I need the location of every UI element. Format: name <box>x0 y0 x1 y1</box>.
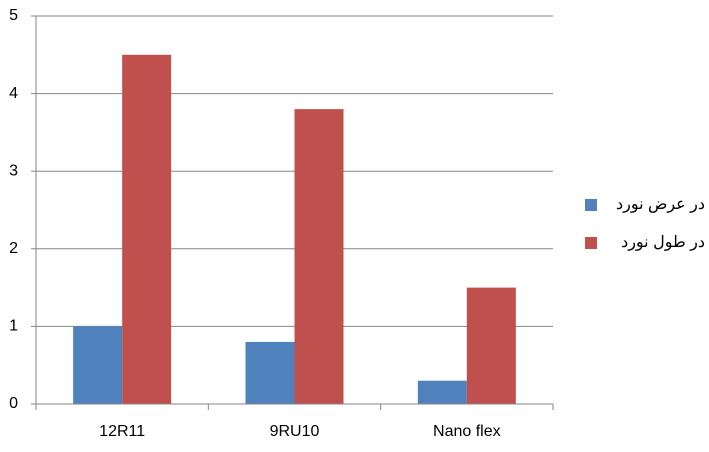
x-tick-label: Nano flex <box>433 423 501 440</box>
legend-marker <box>585 237 597 249</box>
y-tick-label: 2 <box>9 240 18 257</box>
legend-label: در عرض نورد <box>616 196 705 213</box>
y-tick-label: 5 <box>9 7 18 24</box>
x-tick-label: 9RU10 <box>270 423 320 440</box>
bar <box>466 287 516 404</box>
bar <box>294 109 344 405</box>
legend-label: در طول نورد <box>621 234 705 251</box>
bar <box>245 341 295 404</box>
y-tick-label: 0 <box>9 395 18 412</box>
y-tick-label: 4 <box>9 85 18 102</box>
bar <box>73 326 123 404</box>
bar <box>122 54 172 405</box>
y-tick-label: 1 <box>9 318 18 335</box>
y-tick-label: 3 <box>9 162 18 179</box>
legend-marker <box>585 199 597 211</box>
x-tick-label: 12R11 <box>99 423 145 440</box>
bar <box>417 380 467 404</box>
